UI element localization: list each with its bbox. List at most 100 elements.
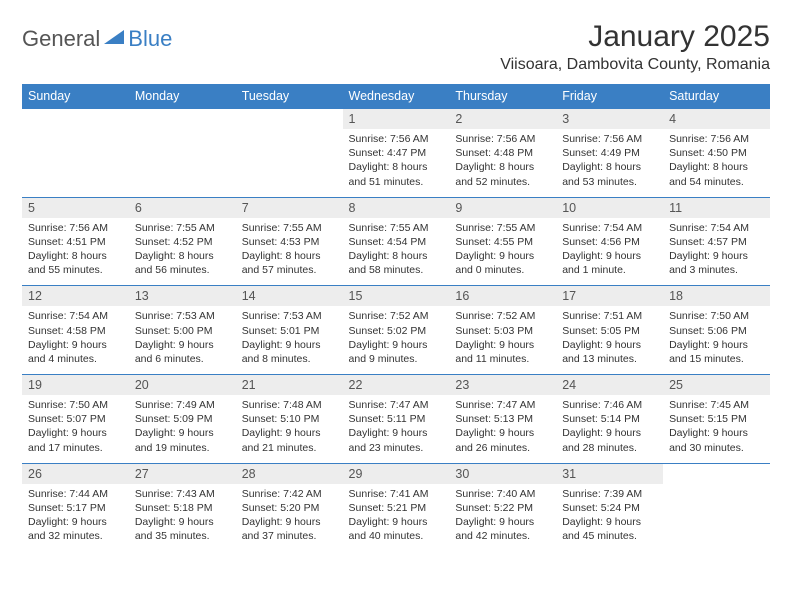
day-header-saturday: Saturday bbox=[663, 84, 770, 109]
daylight-text: and 0 minutes. bbox=[455, 263, 550, 277]
sunrise-text: Sunrise: 7:39 AM bbox=[562, 487, 657, 501]
day-number-cell: 18 bbox=[663, 286, 770, 307]
daylight-text: Daylight: 9 hours bbox=[242, 426, 337, 440]
daylight-text: Daylight: 8 hours bbox=[349, 160, 444, 174]
sunset-text: Sunset: 5:06 PM bbox=[669, 324, 764, 338]
day-number-cell: 22 bbox=[343, 375, 450, 396]
sunrise-text: Sunrise: 7:43 AM bbox=[135, 487, 230, 501]
week-number-row: 262728293031 bbox=[22, 463, 770, 484]
sunset-text: Sunset: 4:47 PM bbox=[349, 146, 444, 160]
daylight-text: Daylight: 9 hours bbox=[455, 338, 550, 352]
sunrise-text: Sunrise: 7:53 AM bbox=[135, 309, 230, 323]
day-data-cell: Sunrise: 7:56 AMSunset: 4:50 PMDaylight:… bbox=[663, 129, 770, 197]
day-number-cell: 3 bbox=[556, 109, 663, 130]
sunrise-text: Sunrise: 7:48 AM bbox=[242, 398, 337, 412]
day-data-cell: Sunrise: 7:50 AMSunset: 5:06 PMDaylight:… bbox=[663, 306, 770, 374]
sunset-text: Sunset: 5:17 PM bbox=[28, 501, 123, 515]
day-header-thursday: Thursday bbox=[449, 84, 556, 109]
day-data-cell: Sunrise: 7:46 AMSunset: 5:14 PMDaylight:… bbox=[556, 395, 663, 463]
daylight-text: Daylight: 9 hours bbox=[562, 338, 657, 352]
daylight-text: Daylight: 9 hours bbox=[669, 249, 764, 263]
day-number-cell: 14 bbox=[236, 286, 343, 307]
week-data-row: Sunrise: 7:56 AMSunset: 4:47 PMDaylight:… bbox=[22, 129, 770, 197]
day-header-monday: Monday bbox=[129, 84, 236, 109]
day-data-cell: Sunrise: 7:43 AMSunset: 5:18 PMDaylight:… bbox=[129, 484, 236, 552]
week-number-row: 567891011 bbox=[22, 197, 770, 218]
day-data-cell: Sunrise: 7:52 AMSunset: 5:02 PMDaylight:… bbox=[343, 306, 450, 374]
daylight-text: and 11 minutes. bbox=[455, 352, 550, 366]
daylight-text: Daylight: 9 hours bbox=[455, 426, 550, 440]
sunset-text: Sunset: 4:55 PM bbox=[455, 235, 550, 249]
daylight-text: and 4 minutes. bbox=[28, 352, 123, 366]
sunrise-text: Sunrise: 7:47 AM bbox=[349, 398, 444, 412]
daylight-text: and 42 minutes. bbox=[455, 529, 550, 543]
day-data-cell: Sunrise: 7:56 AMSunset: 4:47 PMDaylight:… bbox=[343, 129, 450, 197]
day-number-cell bbox=[22, 109, 129, 130]
day-header-row: Sunday Monday Tuesday Wednesday Thursday… bbox=[22, 84, 770, 109]
sunrise-text: Sunrise: 7:56 AM bbox=[455, 132, 550, 146]
daylight-text: Daylight: 9 hours bbox=[135, 338, 230, 352]
sunset-text: Sunset: 5:15 PM bbox=[669, 412, 764, 426]
daylight-text: Daylight: 8 hours bbox=[562, 160, 657, 174]
sunset-text: Sunset: 5:18 PM bbox=[135, 501, 230, 515]
daylight-text: and 51 minutes. bbox=[349, 175, 444, 189]
day-data-cell: Sunrise: 7:47 AMSunset: 5:11 PMDaylight:… bbox=[343, 395, 450, 463]
sunset-text: Sunset: 5:13 PM bbox=[455, 412, 550, 426]
week-data-row: Sunrise: 7:44 AMSunset: 5:17 PM Daylight:… bbox=[22, 484, 770, 552]
logo-text-blue: Blue bbox=[128, 26, 172, 52]
sunrise-text: Sunrise: 7:55 AM bbox=[349, 221, 444, 235]
daylight-text: and 45 minutes. bbox=[562, 529, 657, 543]
day-data-cell: Sunrise: 7:44 AMSunset: 5:17 PMDaylight:… bbox=[22, 484, 129, 552]
daylight-text: Daylight: 9 hours bbox=[562, 249, 657, 263]
logo: General Blue bbox=[22, 26, 172, 52]
week-data-row: Sunrise: 7:50 AMSunset: 5:07 PMDaylight:… bbox=[22, 395, 770, 463]
sunrise-text: Sunrise: 7:56 AM bbox=[349, 132, 444, 146]
sunset-text: Sunset: 4:48 PM bbox=[455, 146, 550, 160]
day-data-cell: Sunrise: 7:49 AMSunset: 5:09 PMDaylight:… bbox=[129, 395, 236, 463]
day-number-cell: 24 bbox=[556, 375, 663, 396]
sunset-text: Sunset: 4:53 PM bbox=[242, 235, 337, 249]
daylight-text: and 32 minutes. bbox=[28, 529, 123, 543]
daylight-text: and 35 minutes. bbox=[135, 529, 230, 543]
sunrise-text: Sunrise: 7:42 AM bbox=[242, 487, 337, 501]
daylight-text: Daylight: 9 hours bbox=[669, 338, 764, 352]
daylight-text: and 23 minutes. bbox=[349, 441, 444, 455]
sunrise-text: Sunrise: 7:40 AM bbox=[455, 487, 550, 501]
day-data-cell: Sunrise: 7:40 AMSunset: 5:22 PMDaylight:… bbox=[449, 484, 556, 552]
day-data-cell bbox=[236, 129, 343, 197]
sunrise-text: Sunrise: 7:56 AM bbox=[669, 132, 764, 146]
location: Viisoara, Dambovita County, Romania bbox=[500, 56, 770, 74]
daylight-text: and 56 minutes. bbox=[135, 263, 230, 277]
sunset-text: Sunset: 5:07 PM bbox=[28, 412, 123, 426]
daylight-text: Daylight: 8 hours bbox=[669, 160, 764, 174]
day-number-cell: 27 bbox=[129, 463, 236, 484]
day-number-cell: 31 bbox=[556, 463, 663, 484]
sunset-text: Sunset: 4:57 PM bbox=[669, 235, 764, 249]
daylight-text: and 17 minutes. bbox=[28, 441, 123, 455]
day-data-cell: Sunrise: 7:47 AMSunset: 5:13 PMDaylight:… bbox=[449, 395, 556, 463]
daylight-text: Daylight: 9 hours bbox=[135, 515, 230, 529]
sunset-text: Sunset: 5:22 PM bbox=[455, 501, 550, 515]
day-header-friday: Friday bbox=[556, 84, 663, 109]
sunset-text: Sunset: 4:50 PM bbox=[669, 146, 764, 160]
day-number-cell: 10 bbox=[556, 197, 663, 218]
day-data-cell bbox=[22, 129, 129, 197]
day-data-cell: Sunrise: 7:53 AMSunset: 5:00 PMDaylight:… bbox=[129, 306, 236, 374]
sunset-text: Sunset: 5:02 PM bbox=[349, 324, 444, 338]
day-number-cell: 4 bbox=[663, 109, 770, 130]
day-number-cell: 9 bbox=[449, 197, 556, 218]
daylight-text: Daylight: 8 hours bbox=[135, 249, 230, 263]
daylight-text: and 53 minutes. bbox=[562, 175, 657, 189]
sunrise-text: Sunrise: 7:52 AM bbox=[349, 309, 444, 323]
day-number-cell: 20 bbox=[129, 375, 236, 396]
sunrise-text: Sunrise: 7:56 AM bbox=[562, 132, 657, 146]
sunrise-text: Sunrise: 7:50 AM bbox=[28, 398, 123, 412]
sunrise-text: Sunrise: 7:44 AM bbox=[28, 487, 123, 501]
daylight-text: and 30 minutes. bbox=[669, 441, 764, 455]
daylight-text: and 58 minutes. bbox=[349, 263, 444, 277]
day-data-cell bbox=[663, 484, 770, 552]
daylight-text: and 57 minutes. bbox=[242, 263, 337, 277]
day-header-sunday: Sunday bbox=[22, 84, 129, 109]
sunset-text: Sunset: 4:58 PM bbox=[28, 324, 123, 338]
daylight-text: Daylight: 9 hours bbox=[28, 426, 123, 440]
